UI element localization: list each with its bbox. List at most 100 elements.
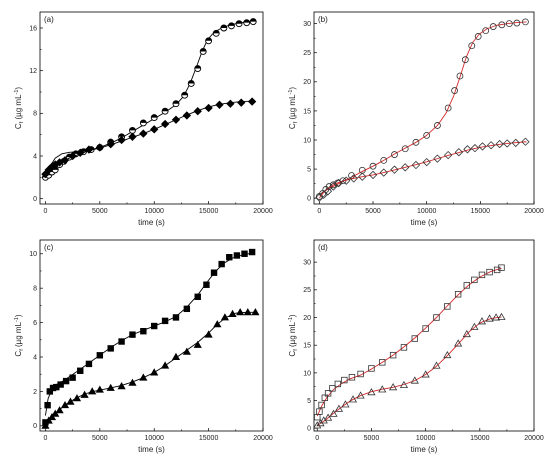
panel-label: (a) [44,15,54,24]
y-tick-label: 0 [33,196,37,203]
data-point-square-open [471,276,478,284]
data-point-diamond-open [390,165,399,174]
data-point-diamond-open [323,187,333,196]
y-tick-label: 5 [307,398,311,405]
data-point-circle-open [401,145,409,153]
data-point-triangle-open [485,314,494,322]
data-point-square [241,250,248,257]
x-tick-label: 10000 [417,208,437,215]
y-axis-label-main: C [14,351,23,357]
data-point-circle-half-fill [151,114,158,118]
data-point-triangle-open [367,388,376,396]
data-point-triangle [47,413,57,421]
data-point-triangle [171,352,181,360]
data-point-diamond-open [463,145,472,154]
data-point-square-open [454,291,462,298]
data-point-square [140,327,147,335]
data-point-square-open [389,351,397,359]
data-point-triangle-open [410,376,419,384]
data-point-square [96,352,104,359]
series-2 [313,312,506,429]
data-point-circle-half-fill [129,127,136,131]
x-tick-label: 0 [43,208,47,215]
x-tick-label: 20000 [253,208,273,215]
data-point-circle-open [474,33,482,40]
data-point-circle-half-fill [213,30,220,34]
data-point-circle-open [482,27,490,35]
data-point-circle-open [513,19,521,27]
data-point-diamond-open [521,137,530,146]
data-point-circle-open [434,122,441,129]
data-point-circle-open [505,20,513,28]
y-tick-label: 20 [303,79,311,86]
data-point-triangle [182,347,191,355]
data-point-circle-half-fill [162,108,169,112]
y-tick-label: 20 [303,315,311,322]
data-point-circle-half-fill [181,92,188,96]
chart-panel-2: 0 5000 10000 15000 20000 0 5 10 15 20 25 30 (b) time … [288,11,544,227]
data-point-square [129,331,136,338]
x-tick-label: 20000 [524,208,544,215]
fit-curve [317,316,502,426]
y-axis-label-superscript: -1 [288,317,294,322]
x-tick-label: 15000 [471,208,491,215]
data-point-square [107,345,114,352]
data-point-square-open [463,282,471,289]
data-point-circle-open [451,87,458,94]
y-axis-label-main: C [288,351,297,357]
y-tick-label: 4 [33,153,37,160]
data-point-square [151,322,158,330]
data-point-triangle [117,382,126,390]
data-point-square [183,305,191,313]
data-point-circle-half-fill [220,25,227,28]
data-point-circle-half-fill [200,48,207,52]
data-point-diamond-open [443,150,453,160]
y-axis-label: Cf (µg mL-1) [288,87,299,129]
data-point-diamond-open [342,176,351,185]
data-point-diamond [204,103,213,113]
data-point-square [118,338,125,345]
y-axis-label-subscript: f [19,121,25,123]
y-tick-label: 5 [307,166,311,173]
x-tick-label: 15000 [199,208,219,215]
data-point-square [194,293,201,300]
data-point-triangle-open [341,400,350,408]
data-point-triangle [236,308,245,316]
data-point-diamond-open [433,154,442,163]
y-axis-label-main: C [14,123,23,129]
data-point-square-open [493,266,501,274]
data-point-triangle [66,397,75,405]
y-tick-label: 0 [307,196,311,203]
data-point-triangle [204,330,213,338]
data-point-circle-half-fill [243,19,250,23]
data-point-circle-half-fill [118,133,125,137]
data-point-circle-open [391,151,398,158]
data-point-circle-half-fill [188,80,195,84]
y-tick-label: 10 [303,370,311,377]
data-point-square [57,381,64,388]
y-tick-label: 25 [303,50,311,57]
data-point-circle-open [489,23,497,30]
y-tick-label: 4 [33,354,37,361]
data-point-diamond-open [329,182,338,191]
y-axis-label-subscript: f [19,349,25,351]
x-tick-label: 0 [43,435,47,442]
data-point-square-open [379,359,386,366]
data-point-square-open [478,271,486,279]
y-axis-label-unit: (µg mL [14,321,23,349]
data-point-square-open [433,314,440,321]
y-tick-label: 0 [307,426,311,433]
data-point-diamond [226,99,235,108]
data-point-triangle-open [477,317,487,325]
x-axis-label: time (s) [411,445,438,454]
x-tick-label: 10000 [144,208,164,215]
x-axis-label: time (s) [138,218,165,227]
data-point-diamond-open [349,174,358,183]
data-point-triangle [228,309,237,317]
plot-frame [313,239,535,432]
data-point-circle-half-fill [172,100,179,104]
y-axis-label-subscript: f [293,349,299,351]
panel-label: (b) [318,15,328,24]
data-point-diamond-open [411,160,421,170]
data-point-circle-open [412,138,420,146]
